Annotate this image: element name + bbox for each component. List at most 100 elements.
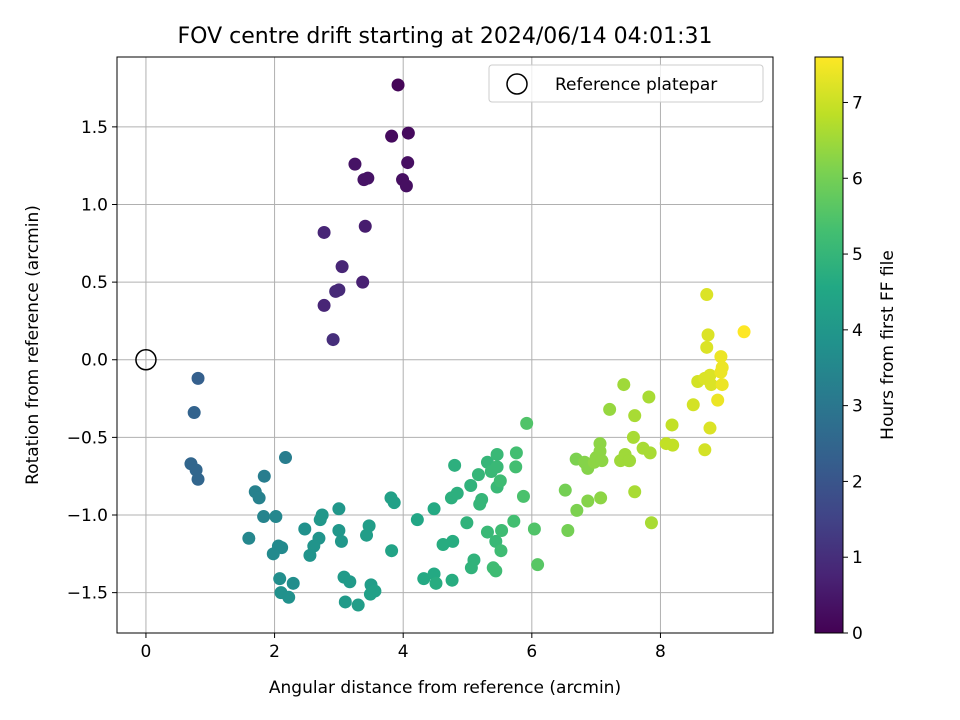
data-point xyxy=(643,446,657,460)
data-point xyxy=(448,458,462,472)
colorbar-tick-label: 7 xyxy=(852,93,863,113)
data-point xyxy=(358,219,372,233)
colorbar-tick-label: 5 xyxy=(852,245,863,265)
data-point xyxy=(628,409,642,423)
data-point xyxy=(686,398,700,412)
plot-frame xyxy=(116,56,774,634)
data-point xyxy=(711,393,725,407)
data-point xyxy=(628,485,642,499)
data-point xyxy=(495,524,509,538)
data-point xyxy=(714,365,728,379)
colorbar-tick-label: 4 xyxy=(852,321,863,341)
data-point xyxy=(257,469,271,483)
data-point xyxy=(700,340,714,354)
grid-lines xyxy=(117,57,773,633)
legend-label: Reference platepar xyxy=(555,75,717,95)
data-point xyxy=(603,402,617,416)
data-point xyxy=(348,157,362,171)
chart-title: FOV centre drift starting at 2024/06/14 … xyxy=(178,24,713,49)
x-tick-label: 0 xyxy=(141,642,152,662)
data-point xyxy=(332,502,346,516)
data-point xyxy=(665,418,679,432)
data-point xyxy=(282,590,296,604)
data-point xyxy=(507,514,521,528)
data-point xyxy=(666,438,680,452)
colorbar-label: Hours from first FF file xyxy=(878,250,898,440)
data-point xyxy=(391,78,405,92)
x-tick-label: 8 xyxy=(655,642,666,662)
data-point xyxy=(494,544,508,558)
y-tick-label: −1.0 xyxy=(67,506,108,526)
data-point xyxy=(493,474,507,488)
data-point xyxy=(317,225,331,239)
data-point xyxy=(360,528,374,542)
data-point xyxy=(298,522,312,536)
data-point xyxy=(338,595,352,609)
data-point xyxy=(490,447,504,461)
x-tick-label: 6 xyxy=(526,642,537,662)
data-point xyxy=(363,587,377,601)
data-point xyxy=(335,260,349,274)
data-point xyxy=(581,494,595,508)
data-point xyxy=(703,421,717,435)
data-point xyxy=(273,572,287,586)
data-point xyxy=(715,378,729,392)
data-point xyxy=(490,460,504,474)
x-axis-label: Angular distance from reference (arcmin) xyxy=(269,678,621,698)
colorbar-tick-label: 2 xyxy=(852,472,863,492)
data-point xyxy=(332,524,346,538)
data-point xyxy=(417,572,431,586)
data-point xyxy=(626,430,640,444)
data-point xyxy=(642,390,656,404)
y-tick-label: 0.0 xyxy=(81,351,108,371)
data-point xyxy=(427,502,441,516)
data-point xyxy=(317,298,331,312)
colorbar-ticks: 0 1 2 3 4 5 6 7 xyxy=(843,93,863,644)
data-point xyxy=(471,468,485,482)
data-point xyxy=(623,454,637,468)
data-point xyxy=(450,486,464,500)
y-axis-label: Rotation from reference (arcmin) xyxy=(23,205,43,485)
x-tick-label: 2 xyxy=(269,642,280,662)
y-ticks: −1.5 −1.0 −0.5 0.0 0.5 1.0 1.5 xyxy=(67,118,117,604)
data-point xyxy=(356,275,370,289)
data-point xyxy=(473,497,487,511)
data-point xyxy=(445,573,459,587)
data-point xyxy=(570,503,584,517)
data-point xyxy=(527,522,541,536)
data-point xyxy=(489,564,503,578)
data-point xyxy=(737,325,751,339)
data-point xyxy=(516,489,530,503)
x-ticks: 0 2 4 6 8 xyxy=(141,633,666,662)
data-point xyxy=(594,491,608,505)
data-point xyxy=(401,126,415,140)
data-point xyxy=(266,547,280,561)
colorbar: 0 1 2 3 4 5 6 7 Hours from first FF file xyxy=(814,56,898,644)
data-point xyxy=(410,513,424,527)
data-point xyxy=(698,443,712,457)
colorbar-tick-label: 1 xyxy=(852,548,863,568)
data-point xyxy=(701,328,715,342)
data-point xyxy=(509,446,523,460)
data-point xyxy=(704,378,718,392)
data-point xyxy=(303,548,317,562)
data-point xyxy=(242,531,256,545)
data-point xyxy=(252,491,266,505)
data-point xyxy=(464,479,478,493)
legend-box xyxy=(488,64,764,103)
data-point xyxy=(520,416,534,430)
data-point xyxy=(558,483,572,497)
colorbar-tick-label: 3 xyxy=(852,397,863,417)
data-point xyxy=(191,371,205,385)
data-point xyxy=(286,576,300,590)
reference-marker xyxy=(135,348,157,371)
data-point xyxy=(509,460,523,474)
data-point xyxy=(399,179,413,193)
legend: Reference platepar xyxy=(488,64,764,103)
data-points xyxy=(184,78,751,612)
data-point xyxy=(595,454,609,468)
data-point xyxy=(385,129,399,143)
data-point xyxy=(480,525,494,539)
data-point xyxy=(326,333,340,347)
